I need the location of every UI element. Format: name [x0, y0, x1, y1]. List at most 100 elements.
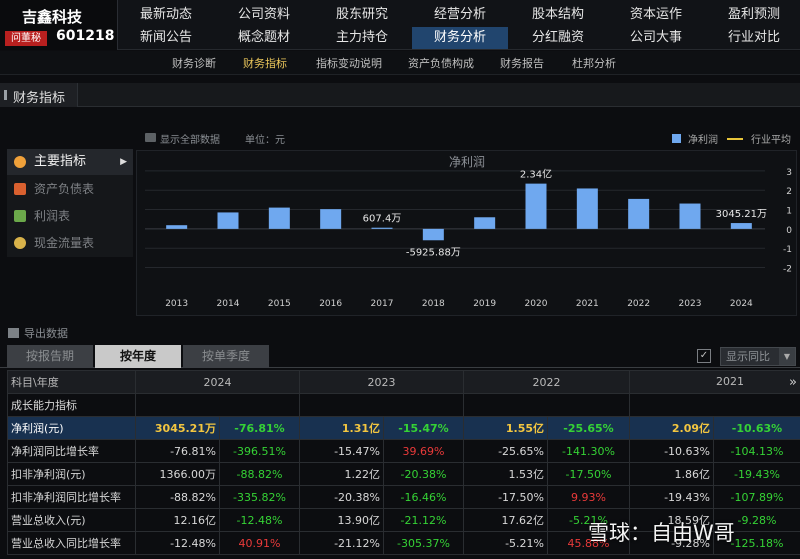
x-tick-label: 2016: [319, 299, 342, 309]
cell-value: -25.65%: [463, 439, 548, 463]
cell-value: 17.62亿: [463, 508, 548, 532]
row-label: 净利润(元): [7, 416, 136, 440]
cell-value: -76.81%: [135, 439, 220, 463]
bar-2021: [576, 188, 598, 229]
data-label: 2.34亿: [520, 168, 552, 181]
chart-title: 净利润: [449, 155, 485, 169]
bar-2016: [320, 209, 342, 229]
unit-label: 单位：元: [245, 135, 285, 146]
bar-2014: [217, 212, 239, 229]
sidebar-item-main-indicators[interactable]: 主要指标 ▶: [7, 149, 133, 175]
cell-value: 3045.21万: [135, 416, 220, 440]
cell-value: 2.09亿: [629, 416, 714, 440]
legend-industry-average[interactable]: 行业平均: [751, 135, 791, 146]
show-all-data-toggle[interactable]: 显示全部数据: [160, 135, 220, 146]
yoy-checkbox[interactable]: ✓: [697, 349, 711, 363]
bar-2020: [525, 183, 547, 229]
data-label: 607.4万: [363, 214, 402, 225]
cell-value: -12.48%: [135, 531, 220, 555]
cell-yoy-change: -107.89%: [713, 485, 800, 509]
nav-profit-forecast[interactable]: 盈利预测: [727, 7, 780, 22]
nav-financial-analysis[interactable]: 财务分析: [412, 27, 508, 49]
export-label: 导出数据: [24, 327, 68, 340]
x-tick-label: 2019: [473, 299, 496, 309]
nav-concept-themes[interactable]: 概念题材: [237, 30, 290, 45]
bar-2024: [730, 223, 752, 229]
export-data-button[interactable]: 导出数据: [8, 325, 68, 341]
subnav-financial-report[interactable]: 财务报告: [500, 57, 544, 70]
sidebar-item-income-statement[interactable]: 利润表: [7, 203, 133, 229]
header-year[interactable]: 2022: [463, 370, 630, 394]
cell-yoy-change: -17.50%: [547, 462, 630, 486]
cell-yoy-change: -88.82%: [219, 462, 300, 486]
tab-by-year[interactable]: 按年度: [95, 345, 181, 368]
cell-value: -10.63%: [629, 439, 714, 463]
header-year[interactable]: 2024: [135, 370, 300, 394]
sidebar-item-label: 利润表: [34, 209, 71, 223]
nav-dividend-financing[interactable]: 分红融资: [531, 30, 584, 45]
subnav-financial-indicators[interactable]: 财务指标: [243, 57, 287, 70]
sidebar-item-label: 资产负债表: [34, 182, 95, 196]
cell-yoy-change: -19.43%: [713, 462, 800, 486]
nav-major-events[interactable]: 公司大事: [629, 30, 682, 45]
x-tick-label: 2015: [268, 299, 291, 309]
bar-2015: [268, 207, 290, 229]
y-tick-label: -2: [783, 265, 792, 275]
cell-yoy-change: -104.13%: [713, 439, 800, 463]
subnav-financial-diagnosis[interactable]: 财务诊断: [172, 57, 216, 70]
subnav-balance-composition[interactable]: 资产负债构成: [408, 57, 474, 70]
nav-industry-comparison[interactable]: 行业对比: [727, 30, 780, 45]
cell-yoy-change: -141.30%: [547, 439, 630, 463]
x-tick-label: 2014: [217, 299, 240, 309]
nav-main-holdings[interactable]: 主力持仓: [335, 30, 388, 45]
top-navigation: 吉鑫科技 问董秘 601218 最新动态 公司资料 股东研究 经营分析 股本结构…: [0, 0, 800, 50]
sidebar-item-cash-flow[interactable]: 现金流量表: [7, 230, 133, 256]
nav-capital-operation[interactable]: 资本运作: [629, 7, 682, 22]
export-icon: [8, 328, 19, 338]
net-profit-chart: 3 2 1 0 -1 -2 净利润 2013 2014 2015 2016 2017 607.4万 201…: [136, 150, 797, 316]
legend-line-swatch: [727, 138, 743, 140]
tab-by-report-period[interactable]: 按报告期: [7, 345, 93, 368]
nav-equity-structure[interactable]: 股本结构: [531, 7, 584, 22]
nav-news-announcements[interactable]: 新闻公告: [139, 30, 192, 45]
nav-company-profile[interactable]: 公司资料: [237, 7, 290, 22]
x-tick-label: 2020: [525, 299, 548, 309]
nav-latest-news[interactable]: 最新动态: [139, 7, 192, 22]
data-label: -5925.88万: [406, 247, 461, 258]
yoy-select-value: 显示同比: [726, 350, 770, 363]
monitor-icon: [145, 133, 156, 142]
subnav-dupont-analysis[interactable]: 杜邦分析: [572, 57, 616, 70]
chevron-down-icon: ▼: [779, 348, 795, 365]
row-label: 扣非净利润同比增长率: [7, 485, 136, 509]
sidebar-item-balance-sheet[interactable]: 资产负债表: [7, 176, 133, 202]
double-chevron-right-icon[interactable]: »: [789, 374, 797, 390]
cell-value: -88.82%: [135, 485, 220, 509]
header-year[interactable]: 2023: [299, 370, 464, 394]
cell-value: -17.50%: [463, 485, 548, 509]
table-row: 净利润(元) 3045.21万 -76.81% 1.31亿 -15.47% 1.55亿 -2…: [7, 416, 800, 440]
coins-icon: [14, 237, 26, 249]
yoy-select[interactable]: 显示同比 ▼: [720, 347, 796, 366]
legend-net-profit[interactable]: 净利润: [688, 135, 718, 146]
chart-options: 显示全部数据 单位：元 净利润 行业平均: [0, 131, 800, 147]
tab-by-quarter[interactable]: 按单季度: [183, 345, 269, 368]
x-tick-label: 2022: [627, 299, 650, 309]
ask-secretary-button[interactable]: 问董秘: [5, 31, 47, 46]
sidebar-item-label: 现金流量表: [34, 236, 95, 250]
subnav-indicator-changes[interactable]: 指标变动说明: [316, 57, 382, 70]
row-label: 扣非净利润(元): [7, 462, 136, 486]
cell-value: 1.31亿: [299, 416, 384, 440]
y-tick-label: -1: [783, 245, 792, 255]
y-tick-label: 3: [786, 168, 792, 178]
cell-yoy-change: -16.46%: [383, 485, 464, 509]
document-icon: [14, 183, 26, 195]
x-tick-label: 2024: [730, 299, 753, 309]
chart-svg: 3 2 1 0 -1 -2 净利润 2013 2014 2015 2016 2017 607.4万 201…: [145, 155, 792, 309]
row-label: 营业总收入同比增长率: [7, 531, 136, 555]
cubes-icon: [14, 210, 26, 222]
indicator-sidebar: 主要指标 ▶ 资产负债表 利润表 现金流量表: [7, 149, 133, 257]
nav-shareholder-research[interactable]: 股东研究: [335, 7, 388, 22]
cell-yoy-change: -125.18%: [713, 531, 800, 555]
header-year[interactable]: 2021»: [629, 370, 800, 394]
nav-business-analysis[interactable]: 经营分析: [433, 7, 486, 22]
